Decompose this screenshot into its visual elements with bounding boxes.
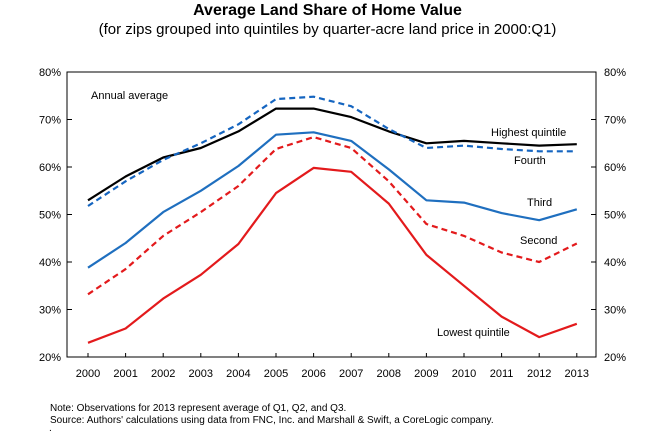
chart-subtitle: (for zips grouped into quintiles by quar… [98, 21, 557, 38]
x-tick-label: 2000 [76, 368, 100, 380]
x-tick-label: 2011 [490, 368, 514, 380]
y-tick-label-right: 40% [604, 257, 626, 269]
y-tick-label-right: 70% [604, 115, 626, 127]
y-tick-label-right: 30% [604, 305, 626, 317]
footnote-note: Note: Observations for 2013 represent av… [50, 403, 347, 414]
x-tick-label: 2006 [301, 368, 325, 380]
series-line-third [87, 131, 578, 269]
series-annotation: Fourth [514, 155, 546, 167]
chart-title: Average Land Share of Home Value [193, 2, 462, 19]
series-line-lowest-quintile [87, 166, 578, 344]
x-tick-label: 2005 [264, 368, 288, 380]
y-tick-label-left: 40% [39, 257, 61, 269]
footnote-source: Source: Authors' calculations using data… [50, 415, 494, 426]
y-tick-label-right: 80% [604, 67, 626, 79]
series-line-annual-average [87, 107, 577, 202]
x-tick-label: 2002 [151, 368, 175, 380]
x-tick-label: 2013 [565, 368, 589, 380]
x-tick-label: 2007 [339, 368, 363, 380]
series-annotation: Highest quintile [491, 127, 566, 139]
x-tick-label: 2012 [527, 368, 551, 380]
series-annotation: Lowest quintile [437, 327, 510, 339]
x-tick-label: 2008 [377, 368, 401, 380]
y-tick-label-left: 30% [39, 305, 61, 317]
series-annotation: Second [520, 235, 557, 247]
series-line-highest-quintile [87, 95, 577, 207]
x-tick-label: 2004 [226, 368, 250, 380]
x-tick-label: 2010 [452, 368, 476, 380]
y-tick-label-right: 20% [604, 352, 626, 364]
footnote-dot: . [49, 423, 52, 434]
x-tick-label: 2009 [414, 368, 438, 380]
series-line-second [87, 136, 578, 296]
y-tick-label-left: 20% [39, 352, 61, 364]
y-tick-label-right: 60% [604, 162, 626, 174]
y-tick-label-left: 70% [39, 115, 61, 127]
y-tick-label-right: 50% [604, 210, 626, 222]
y-tick-label-left: 60% [39, 162, 61, 174]
series-annotation: Third [527, 197, 552, 209]
x-tick-label: 2003 [189, 368, 213, 380]
x-tick-label: 2001 [113, 368, 137, 380]
y-tick-label-left: 50% [39, 210, 61, 222]
y-tick-label-left: 80% [39, 67, 61, 79]
plot-frame [66, 71, 597, 358]
series-annotation: Annual average [91, 90, 168, 102]
